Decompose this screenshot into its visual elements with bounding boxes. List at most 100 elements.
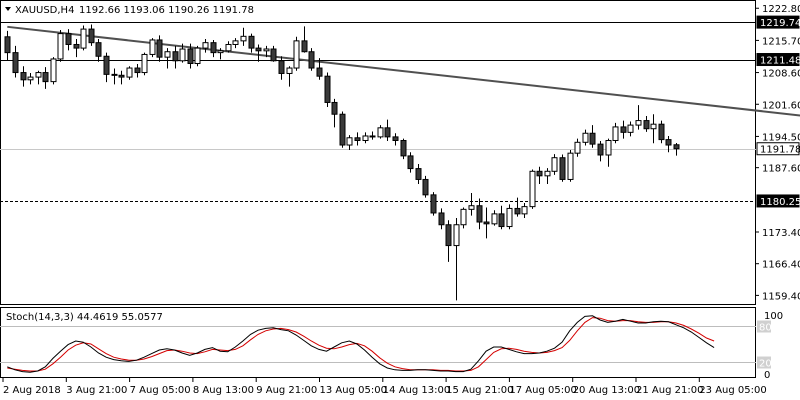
- candle-body: [194, 47, 201, 65]
- candle: [422, 175, 429, 198]
- candle: [567, 150, 574, 182]
- candle: [339, 111, 346, 148]
- candle: [384, 119, 391, 141]
- candle: [331, 98, 338, 128]
- stoch-main-line: [7, 315, 715, 373]
- candle-body: [673, 144, 680, 150]
- time-axis: 2 Aug 2018 3 Aug 21:00 7 Aug 05:00 8 Aug 13…: [2, 378, 767, 396]
- candle-body: [255, 47, 262, 52]
- stoch-label: Stoch(14,3,3) 44.4619 55.0577: [6, 312, 163, 323]
- candle-body: [422, 178, 429, 196]
- candle-body: [627, 124, 634, 133]
- candle-body: [164, 51, 171, 58]
- candle: [278, 56, 285, 80]
- price-tick-label: 1159.40: [762, 291, 800, 302]
- price-tick-label: 1208.60: [762, 69, 800, 80]
- candle: [658, 120, 665, 144]
- time-tick-label: 23 Aug 05:00: [699, 385, 766, 396]
- candle: [232, 38, 239, 49]
- candle: [240, 27, 247, 46]
- candle: [141, 52, 148, 76]
- candle-body: [20, 72, 27, 81]
- candle: [187, 43, 194, 69]
- candle-body: [551, 157, 558, 172]
- candle: [445, 220, 452, 262]
- candle: [35, 70, 42, 85]
- candle-body: [88, 28, 95, 44]
- stoch-level-tag-bg: [757, 356, 771, 369]
- candle: [354, 132, 361, 146]
- candle: [308, 48, 315, 71]
- candle-body: [217, 50, 224, 54]
- candle: [88, 24, 95, 46]
- candle-body: [331, 101, 338, 115]
- time-tick-label: 14 Aug 13:00: [383, 385, 450, 396]
- price-pane-frame[interactable]: [0, 0, 756, 305]
- time-tick-label: 2 Aug 2018: [3, 385, 61, 396]
- current-price-tag: 1191.78: [756, 142, 800, 156]
- candle: [574, 138, 581, 157]
- price-tick-label: 1194.50: [762, 132, 800, 143]
- candle: [248, 33, 255, 53]
- candle-body: [643, 120, 650, 130]
- candle: [164, 48, 171, 69]
- candle-body: [612, 126, 619, 141]
- candle-body: [438, 212, 445, 226]
- candle: [650, 114, 657, 144]
- candle: [210, 39, 217, 58]
- trendline-layer[interactable]: [7, 25, 800, 117]
- stoch-pane-frame[interactable]: [0, 307, 756, 378]
- price-tags: 1219.74 1211.48 1180.25 1191.78: [756, 15, 800, 208]
- candle-body: [12, 52, 19, 74]
- candle: [172, 45, 179, 69]
- current-price-tag-bg: [756, 142, 800, 156]
- candle: [377, 125, 384, 139]
- candle-body: [384, 127, 391, 138]
- level-tag-text: 1180.25: [760, 197, 800, 208]
- candle: [483, 207, 490, 239]
- candle-body: [498, 213, 505, 228]
- candle-body: [544, 170, 551, 177]
- candle: [362, 132, 369, 144]
- candle-body: [4, 36, 11, 54]
- candle-body: [324, 75, 331, 103]
- candle: [544, 168, 551, 184]
- candle-body: [377, 127, 384, 138]
- level-tag: 1219.74: [756, 15, 800, 29]
- candle: [643, 116, 650, 132]
- ohlc-readout: 1192.66 1193.06 1190.26 1191.78: [79, 5, 254, 16]
- level-tag-bg: [756, 194, 800, 208]
- candle: [529, 169, 536, 209]
- candle: [491, 210, 498, 226]
- candle-body: [202, 42, 209, 49]
- candle-body: [460, 208, 467, 226]
- candle-body: [42, 72, 49, 83]
- candle-body: [73, 43, 80, 49]
- candle-body: [232, 40, 239, 45]
- candle-body: [506, 207, 513, 228]
- candle-body: [57, 33, 64, 60]
- level-tag: 1180.25: [756, 194, 800, 208]
- candle-body: [354, 137, 361, 141]
- candle: [156, 35, 163, 62]
- symbol-label: XAUUSD,H4: [15, 5, 74, 16]
- candle: [635, 105, 642, 130]
- candle-body: [491, 213, 498, 225]
- candle-body: [308, 51, 315, 69]
- candle: [506, 204, 513, 230]
- candle: [498, 205, 505, 230]
- candle-body: [658, 123, 665, 141]
- candle-body: [286, 67, 293, 74]
- candle: [80, 25, 87, 51]
- triangle-down-icon[interactable]: [5, 7, 11, 11]
- candle: [179, 43, 186, 63]
- candle-body: [392, 136, 399, 141]
- candle: [369, 131, 376, 140]
- candle: [415, 164, 422, 184]
- candle-body: [263, 48, 270, 52]
- stoch-axis-min: 0: [764, 370, 770, 381]
- candle-body: [172, 51, 179, 62]
- price-tick-label: 1187.60: [762, 164, 800, 175]
